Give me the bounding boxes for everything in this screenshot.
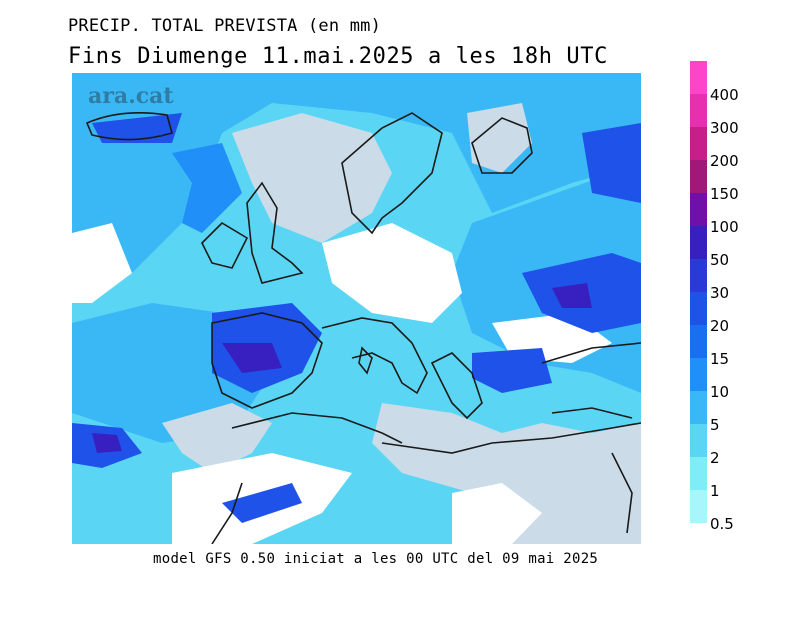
dry-land-morocco xyxy=(162,403,272,473)
legend-swatch xyxy=(690,61,707,94)
precip-iberia-max xyxy=(222,343,282,373)
precip-balkans xyxy=(472,348,552,393)
map-title: PRECIP. TOTAL PREVISTA (en mm) xyxy=(68,16,382,36)
legend-swatch xyxy=(690,424,707,457)
precip-south-band xyxy=(222,483,302,523)
legend-swatch xyxy=(690,325,707,358)
legend-label: 5 xyxy=(710,416,720,434)
precip-band-atlantic xyxy=(172,143,242,233)
legend-label: 0.5 xyxy=(710,515,734,533)
model-run-info: model GFS 0.50 iniciat a les 00 UTC del … xyxy=(153,551,599,567)
legend-swatch xyxy=(690,358,707,391)
legend-label: 1 xyxy=(710,482,720,500)
legend-label: 200 xyxy=(710,152,739,170)
legend-label: 50 xyxy=(710,251,730,269)
dry-land-scandinavia-east xyxy=(467,103,532,173)
map-subtitle-valid-time: Fins Diumenge 11.mai.2025 a les 18h UTC xyxy=(68,44,608,69)
legend-swatch xyxy=(690,292,707,325)
legend-label: 400 xyxy=(710,86,739,104)
legend-label: 2 xyxy=(710,449,720,467)
legend-swatch xyxy=(690,226,707,259)
dry-area-libya xyxy=(452,483,542,544)
precipitation-legend: 400 300 200 150 100 50 30 20 15 10 5 2 1 0.5 xyxy=(690,61,780,533)
precipitation-map: ara.cat xyxy=(72,73,641,544)
legend-label: 150 xyxy=(710,185,739,203)
legend-label: 20 xyxy=(710,317,730,335)
legend-swatch xyxy=(690,259,707,292)
dry-area-central-europe xyxy=(322,223,462,323)
legend-swatch xyxy=(690,391,707,424)
legend-label: 300 xyxy=(710,119,739,137)
coastlines xyxy=(85,111,641,544)
dry-land-north-africa xyxy=(372,403,641,544)
legend-label: 100 xyxy=(710,218,739,236)
dry-area-atlantic-west xyxy=(72,223,132,303)
legend-swatch xyxy=(690,457,707,490)
precip-eastern-europe-max xyxy=(552,283,592,308)
legend-swatch xyxy=(690,160,707,193)
legend-label: 15 xyxy=(710,350,730,368)
precipitation-field xyxy=(72,73,641,544)
legend-swatch xyxy=(690,94,707,127)
ara-cat-logo: ara.cat xyxy=(88,83,174,109)
legend-swatch xyxy=(690,490,707,523)
legend-label: 30 xyxy=(710,284,730,302)
precip-russia xyxy=(582,123,641,203)
legend-swatch xyxy=(690,193,707,226)
legend-swatch xyxy=(690,127,707,160)
precip-canaries-max xyxy=(92,433,122,453)
legend-label: 10 xyxy=(710,383,730,401)
